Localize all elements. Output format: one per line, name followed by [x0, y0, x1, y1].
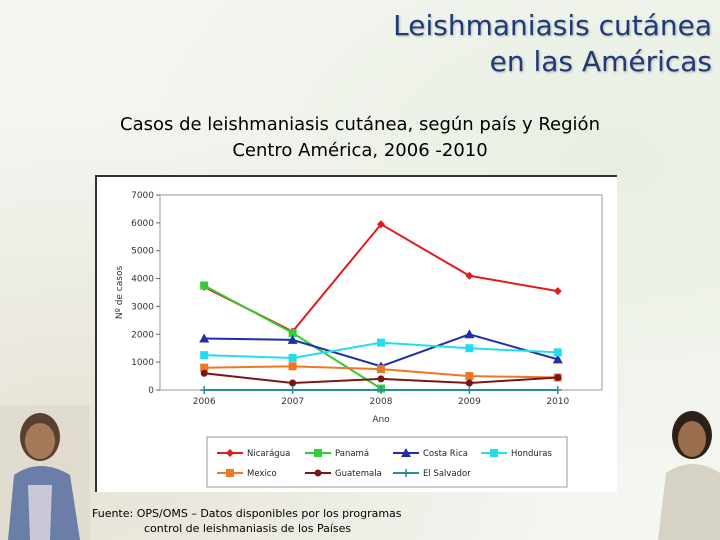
data-point-guatemala [200, 369, 208, 377]
data-point-el-salvador [465, 386, 474, 394]
y-tick-label: 1000 [131, 358, 154, 368]
data-point-nicar-gua [465, 271, 474, 280]
data-point-costa-rica [199, 333, 210, 343]
data-point-guatemala [289, 379, 297, 387]
chart-subtitle-line1: Casos de leishmaniasis cutánea, según pa… [120, 114, 600, 135]
data-point-mexico [377, 365, 385, 374]
data-point-costa-rica [287, 334, 298, 344]
legend-label-el-salvador: El Salvador [423, 469, 471, 479]
legend-label-costa-rica: Costa Rica [423, 449, 468, 459]
legend-marker-guatemala [314, 469, 322, 477]
data-point-costa-rica [464, 329, 475, 339]
y-axis-label: Nº de casos [115, 266, 125, 320]
legend-marker-mexico [226, 469, 234, 477]
data-point-panam- [200, 281, 209, 290]
data-point-costa-rica [552, 354, 563, 364]
data-point-mexico [200, 363, 209, 372]
legend-marker-costa-rica [401, 448, 411, 457]
legend-label-honduras: Honduras [511, 449, 552, 459]
child-photo-left [0, 405, 90, 540]
data-point-guatemala [377, 375, 385, 383]
legend-label-panam-: Panamá [335, 449, 369, 459]
data-point-honduras [553, 348, 562, 357]
line-chart: 0 1000 2000 3000 4000 5000 6000 7000 2006 2007 200… [115, 191, 603, 488]
legend-label-nicar-gua: Nicarágua [247, 449, 290, 459]
plot-area [159, 194, 603, 391]
legend-box [206, 436, 568, 488]
data-point-nicar-gua [377, 220, 385, 229]
y-tick-label: 3000 [131, 302, 154, 312]
source-line2: control de leishmaniasis de los Países [144, 522, 352, 535]
y-tick-label: 5000 [131, 247, 154, 257]
legend-marker-panam- [314, 449, 322, 457]
legend-label-mexico: Mexico [247, 469, 277, 479]
chart-container: 0 1000 2000 3000 4000 5000 6000 7000 2006 2007 200… [95, 175, 617, 492]
data-point-guatemala [465, 379, 473, 387]
legend-label-guatemala: Guatemala [335, 469, 382, 479]
x-tick-label: 2010 [546, 397, 569, 407]
legend-marker-honduras [490, 449, 498, 457]
x-axis-label: Ano [372, 415, 390, 425]
y-tick-label: 7000 [131, 191, 154, 201]
x-tick-label: 2006 [193, 397, 216, 407]
y-tick-label: 6000 [131, 219, 154, 229]
data-point-el-salvador [553, 386, 562, 394]
chart-subtitle: Casos de leishmaniasis cutánea, según pa… [80, 112, 640, 164]
y-tick-label: 4000 [131, 275, 154, 285]
data-point-honduras [377, 338, 385, 347]
data-point-honduras [465, 344, 474, 353]
data-point-el-salvador [377, 386, 385, 394]
child-photo-right [658, 411, 720, 540]
legend-marker-el-salvador [402, 469, 410, 477]
y-tick-label: 0 [148, 386, 154, 396]
source-note: Fuente: OPS/OMS – Datos disponibles por … [92, 506, 402, 536]
data-point-el-salvador [288, 386, 297, 394]
x-tick-label: 2007 [281, 397, 304, 407]
data-point-panam- [288, 328, 297, 337]
chart-subtitle-line2: Centro América, 2006 -2010 [232, 140, 488, 161]
data-point-mexico [288, 362, 297, 371]
slide-title-line1: Leishmaniasis cutánea [393, 9, 712, 42]
data-point-el-salvador [200, 386, 209, 394]
data-point-nicar-gua [553, 287, 562, 296]
data-point-guatemala [554, 373, 562, 381]
y-tick-label: 2000 [131, 330, 154, 340]
slide-title-line2: en las Américas [489, 45, 712, 78]
x-tick-label: 2008 [370, 397, 393, 407]
data-point-honduras [200, 351, 209, 360]
source-line1: Fuente: OPS/OMS – Datos disponibles por … [92, 507, 402, 520]
data-point-honduras [288, 353, 297, 362]
legend-marker-nicar-gua [226, 449, 234, 457]
data-point-mexico [465, 372, 474, 381]
slide-title: Leishmaniasis cutánea en las Américas [393, 8, 712, 80]
x-tick-label: 2009 [458, 397, 481, 407]
